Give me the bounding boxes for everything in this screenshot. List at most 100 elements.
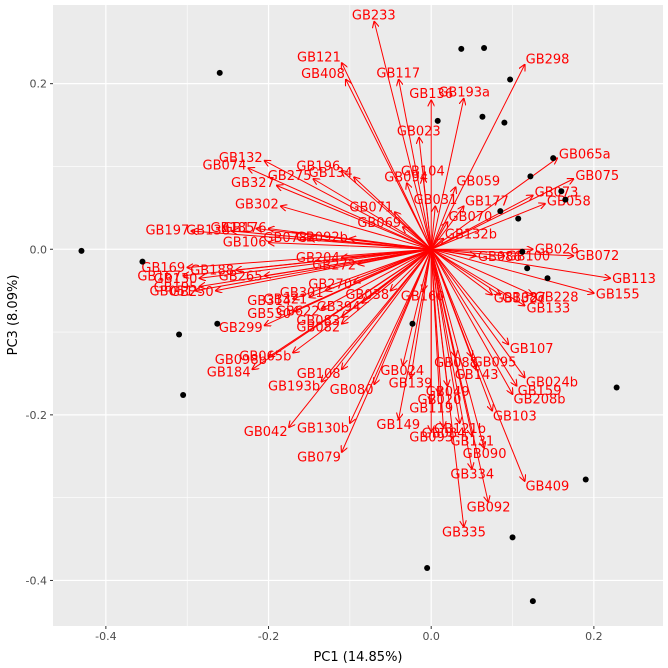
score-point	[176, 331, 183, 338]
loading-arrow	[430, 179, 573, 250]
loading-label: GB069	[357, 216, 401, 231]
loading-label: GB131	[450, 434, 494, 449]
loading-arrow	[430, 249, 492, 410]
loading-arrow	[430, 248, 500, 295]
loading-label: GB250	[170, 285, 214, 300]
loading-arrow	[423, 177, 432, 250]
loading-arrow	[430, 248, 492, 295]
loading-label: GB184	[207, 366, 251, 381]
loading-label: GB119	[409, 401, 453, 416]
loading-arrow	[374, 22, 432, 250]
loading-label: GB117	[376, 67, 420, 82]
loading-label: GB159	[518, 384, 562, 399]
loading-arrow	[430, 249, 459, 423]
score-point	[582, 476, 589, 483]
loading-label: GB275	[268, 169, 312, 184]
loading-label: GB334	[450, 468, 494, 483]
score-point	[214, 320, 221, 327]
loading-arrow	[431, 248, 573, 256]
loading-label: GB160	[401, 290, 445, 305]
score-point	[527, 173, 534, 180]
loading-label: GB335	[442, 526, 486, 541]
y-axis-title: PC3 (8.09%)	[6, 275, 21, 356]
grid-minor	[53, 5, 663, 626]
loading-arrow	[277, 186, 432, 250]
loading-label: GB188	[190, 264, 234, 279]
loading-arrow	[293, 248, 432, 353]
loading-label: GB092	[467, 501, 511, 516]
score-point	[479, 113, 486, 120]
loading-label: GB138	[186, 223, 230, 238]
loading-arrow	[431, 248, 610, 278]
loading-label: GB113	[612, 272, 656, 287]
loading-arrow	[391, 248, 432, 290]
loading-arrow	[430, 249, 488, 502]
loading-label: GB298	[526, 52, 570, 67]
loading-label: GB196	[296, 160, 340, 175]
loading-label: GB176	[223, 221, 267, 236]
loading-label: GB086	[478, 250, 522, 265]
loading-label: GB098b	[215, 353, 267, 368]
score-point	[434, 117, 441, 124]
loading-label: GB169	[141, 261, 185, 276]
loading-label: GB193b	[268, 379, 320, 394]
loading-label: GB327	[231, 176, 275, 191]
loading-label: GB093	[409, 430, 453, 445]
loading-label: GB073	[535, 186, 579, 201]
loading-arrow	[342, 63, 432, 250]
score-point	[507, 76, 514, 83]
loading-arrow	[264, 248, 432, 275]
loading-label: GB087	[502, 291, 546, 306]
loading-arrow	[187, 248, 432, 267]
loading-label: GB132c	[494, 291, 545, 306]
loading-label: GB233	[352, 9, 396, 24]
loading-label: GB072	[576, 249, 620, 264]
loading-arrow	[350, 249, 432, 423]
loading-label: GB272	[312, 258, 356, 273]
loading-arrow	[264, 161, 432, 250]
loading-arrow	[289, 248, 432, 427]
score-point	[562, 196, 569, 203]
loading-label: GB143	[455, 368, 499, 383]
loading-arrow	[403, 249, 432, 365]
loading-arrow	[430, 65, 525, 250]
loading-label: GB024	[380, 364, 424, 379]
loading-label: GB070	[448, 210, 492, 225]
score-point	[78, 247, 85, 254]
score-point	[613, 384, 620, 391]
score-point	[524, 265, 531, 272]
loading-label: GB228	[535, 290, 579, 305]
loading-arrow	[431, 204, 545, 250]
loading-arrow	[399, 80, 432, 250]
loading-arrow	[430, 238, 443, 250]
loading-arrow	[293, 248, 432, 311]
loading-label: GB197	[145, 224, 189, 239]
score-point	[409, 320, 416, 327]
loading-label: GB100	[506, 249, 550, 264]
loading-label: GB139	[389, 377, 433, 392]
x-axis: -0.4 -0.2 0.0 0.2	[95, 626, 603, 643]
loading-label: GB167	[137, 269, 181, 284]
loading-label: GB204	[296, 251, 340, 266]
loading-label: GB299	[219, 321, 263, 336]
score-point	[458, 45, 465, 52]
loading-label: GB024b	[526, 375, 578, 390]
loading-label: GB042	[244, 425, 288, 440]
loading-label: GB155	[596, 288, 640, 303]
loading-arrow	[430, 249, 484, 448]
loading-label: GB177	[465, 194, 509, 209]
loading-label: GB026	[535, 242, 579, 257]
loading-label: GB071	[349, 201, 393, 216]
loading-arrow	[430, 249, 443, 427]
score-point	[544, 275, 551, 282]
loading-label: GB134	[309, 166, 353, 181]
loading-label: GB270	[308, 278, 352, 293]
loading-label: GB079	[297, 451, 341, 466]
score-point	[515, 215, 522, 222]
loading-label: GB106	[223, 235, 267, 250]
loading-label: GB080	[330, 383, 374, 398]
loading-arrow	[399, 249, 432, 419]
loading-arrow	[236, 248, 432, 270]
x-tick-label: -0.2	[258, 630, 279, 643]
